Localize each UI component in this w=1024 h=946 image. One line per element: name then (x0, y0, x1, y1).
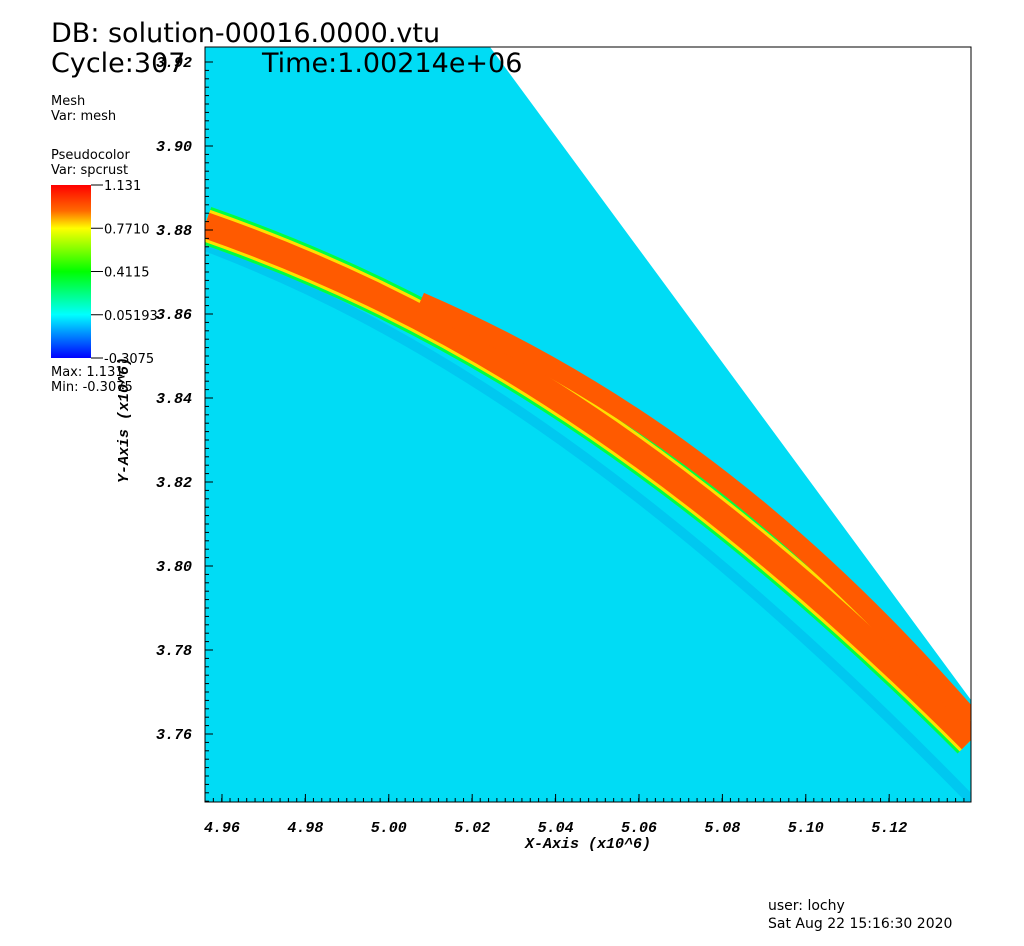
y-axis-label: Y-Axis (x10^6) (116, 357, 133, 483)
y-tick-label: 3.88 (156, 223, 192, 240)
colorbar-label: 1.131 (104, 179, 141, 194)
y-tick-label: 3.84 (156, 391, 192, 408)
y-tick-label: 3.78 (156, 643, 192, 660)
legend-max: Max: 1.131 (51, 365, 124, 380)
x-tick-label: 5.02 (454, 820, 490, 837)
y-tick-label: 3.76 (156, 727, 192, 744)
pc-title: Pseudocolor (51, 148, 130, 163)
mesh-var: Var: mesh (51, 109, 116, 124)
x-tick-label: 5.08 (704, 820, 740, 837)
y-tick-label: 3.82 (156, 475, 192, 492)
mesh-title: Mesh (51, 94, 85, 109)
x-tick-label: 5.06 (621, 820, 657, 837)
db-title: DB: solution-00016.0000.vtu (51, 18, 440, 49)
time: Time:1.00214e+06 (261, 48, 522, 79)
date: Sat Aug 22 15:16:30 2020 (768, 916, 952, 932)
cycle: Cycle:307 (51, 48, 185, 79)
axes: 4.96 4.98 5.00 5.02 5.04 5.06 5.08 5.10 5.12 3.92… (156, 55, 965, 837)
colorbar-label: 0.4115 (104, 266, 150, 281)
y-tick-label: 3.92 (156, 55, 192, 72)
x-tick-label: 4.96 (204, 820, 240, 837)
y-tick-label: 3.80 (156, 559, 192, 576)
colorbar-label: 0.05193 (104, 309, 158, 324)
y-tick-label: 3.86 (156, 307, 192, 324)
x-tick-label: 5.10 (788, 820, 824, 837)
x-tick-label: 5.04 (538, 820, 574, 837)
colorbar-label: 0.7710 (104, 222, 150, 237)
legend-min: Min: -0.3075 (51, 380, 133, 395)
colorbar-label: -0.3075 (104, 352, 154, 367)
x-tick-label: 5.12 (871, 820, 907, 837)
user: user: lochy (768, 898, 845, 914)
colorbar (51, 185, 91, 358)
x-tick-label: 5.00 (371, 820, 407, 837)
pseudocolor-field (205, 47, 971, 802)
colorbar-labels: 1.131 0.7710 0.4115 0.05193 -0.3075 (91, 179, 158, 367)
x-axis-label: X-Axis (x10^6) (524, 836, 651, 853)
pc-var: Var: spcrust (51, 163, 128, 178)
x-tick-label: 4.98 (287, 820, 323, 837)
y-tick-label: 3.90 (156, 139, 192, 156)
